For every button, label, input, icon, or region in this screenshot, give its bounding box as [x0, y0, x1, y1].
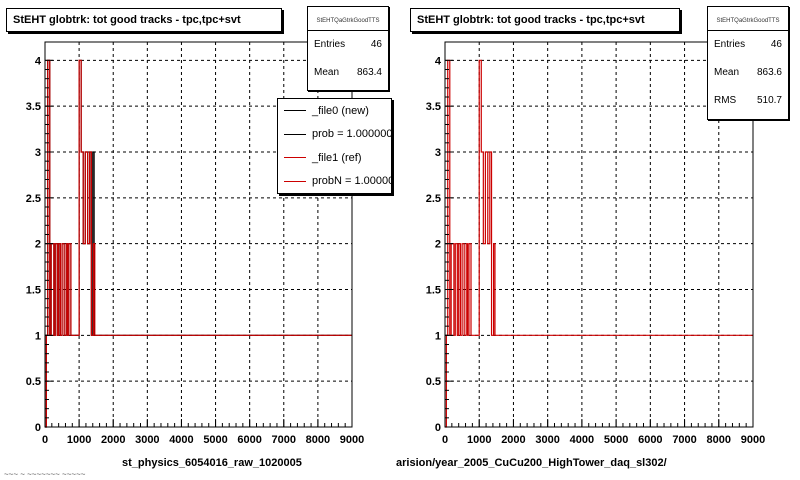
x-tick-label: 5000 — [604, 434, 628, 446]
right-series-ref — [445, 59, 753, 428]
y-tick-label: 0 — [35, 422, 41, 434]
stats-value: 46 — [770, 39, 782, 50]
legend-line-icon — [284, 180, 306, 182]
legend-entry: _file1 (ref) — [278, 146, 391, 170]
legend-entry: prob = 1.000000 — [278, 123, 391, 147]
stats-label: Mean — [314, 67, 340, 78]
legend-line-icon — [284, 133, 306, 135]
left-title-text: StEHT globtrk: tot good tracks - tpc,tpc… — [13, 14, 241, 26]
right-x-axis-label: arision/year_2005_CuCu200_HighTower_daq_… — [396, 457, 667, 469]
x-tick-label: 4000 — [169, 434, 193, 446]
left-stats-row-entries: Entries 46 — [308, 31, 388, 59]
y-tick-label: 2.5 — [26, 193, 41, 205]
legend-entry: _file0 (new) — [278, 99, 391, 123]
stats-label: RMS — [714, 95, 737, 106]
x-tick-label: 0 — [442, 434, 448, 446]
right-histogram-title: StEHT globtrk: tot good tracks - tpc,tpc… — [410, 8, 680, 32]
left-stats-name: StEHTQaGtrkGoodTTS — [308, 7, 388, 31]
y-tick-label: 3.5 — [426, 101, 441, 113]
legend-label: prob = 1.000000 — [312, 128, 392, 141]
right-stats-row-entries: Entries 46 — [708, 31, 788, 59]
y-tick-label: 1 — [435, 330, 441, 342]
legend-line-icon — [284, 110, 306, 112]
stats-value: 510.7 — [756, 95, 782, 106]
x-tick-label: 3000 — [135, 434, 159, 446]
y-tick-label: 4 — [435, 55, 442, 67]
x-tick-label: 8000 — [707, 434, 731, 446]
x-tick-label: 1000 — [67, 434, 91, 446]
x-tick-label: 6000 — [638, 434, 662, 446]
y-tick-label: 0.5 — [26, 376, 41, 388]
legend-label: probN = 1.000000 — [312, 175, 392, 188]
legend-line-icon — [284, 157, 306, 159]
right-stats-name: StEHTQaGtrkGoodTTS — [708, 7, 788, 31]
x-tick-label: 5000 — [203, 434, 227, 446]
left-histogram-title: StEHT globtrk: tot good tracks - tpc,tpc… — [6, 8, 282, 32]
y-tick-label: 0 — [435, 422, 441, 434]
y-tick-label: 1.5 — [26, 285, 41, 297]
x-tick-label: 4000 — [570, 434, 594, 446]
left-legend: _file0 (new) prob = 1.000000 _file1 (ref… — [277, 98, 392, 194]
x-tick-label: 3000 — [535, 434, 559, 446]
stats-value: 863.4 — [356, 67, 382, 78]
left-stats-row-mean: Mean 863.4 — [308, 59, 388, 87]
stats-value: 46 — [370, 39, 382, 50]
right-stats-row-rms: RMS 510.7 — [708, 87, 788, 115]
left-stats-box: StEHTQaGtrkGoodTTS Entries 46 Mean 863.4 — [307, 6, 389, 91]
right-stats-box: StEHTQaGtrkGoodTTS Entries 46 Mean 863.6… — [707, 6, 789, 120]
y-tick-label: 2 — [35, 239, 41, 251]
y-tick-label: 4 — [35, 55, 42, 67]
stats-label: Mean — [714, 67, 740, 78]
legend-entry: probN = 1.000000 — [278, 170, 391, 194]
y-tick-label: 2.5 — [426, 193, 441, 205]
y-tick-label: 0.5 — [426, 376, 441, 388]
y-tick-label: 2 — [435, 239, 441, 251]
stats-label: Entries — [714, 39, 746, 50]
legend-label: _file1 (ref) — [312, 151, 362, 164]
y-tick-label: 1 — [35, 330, 41, 342]
stats-value: 863.6 — [756, 67, 782, 78]
footer-text: ~~~ ~ ~~~~~~~ ~~~~~ — [4, 470, 86, 479]
left-x-axis-label: st_physics_6054016_raw_1020005 — [122, 457, 302, 469]
y-tick-label: 3.5 — [26, 101, 41, 113]
x-tick-label: 0 — [42, 434, 48, 446]
y-tick-label: 3 — [35, 147, 41, 159]
right-stats-row-mean: Mean 863.6 — [708, 59, 788, 87]
x-tick-label: 7000 — [672, 434, 696, 446]
x-tick-label: 9000 — [340, 434, 364, 446]
legend-label: _file0 (new) — [312, 104, 369, 117]
left-series-ref — [45, 59, 352, 428]
x-tick-label: 1000 — [467, 434, 491, 446]
x-tick-label: 2000 — [101, 434, 125, 446]
stats-label: Entries — [314, 39, 346, 50]
x-tick-label: 8000 — [306, 434, 330, 446]
x-tick-label: 7000 — [272, 434, 296, 446]
y-tick-label: 1.5 — [426, 285, 441, 297]
x-tick-label: 6000 — [237, 434, 261, 446]
x-tick-label: 9000 — [741, 434, 765, 446]
x-tick-label: 2000 — [501, 434, 525, 446]
y-tick-label: 3 — [435, 147, 441, 159]
right-title-text: StEHT globtrk: tot good tracks - tpc,tpc… — [417, 14, 645, 26]
